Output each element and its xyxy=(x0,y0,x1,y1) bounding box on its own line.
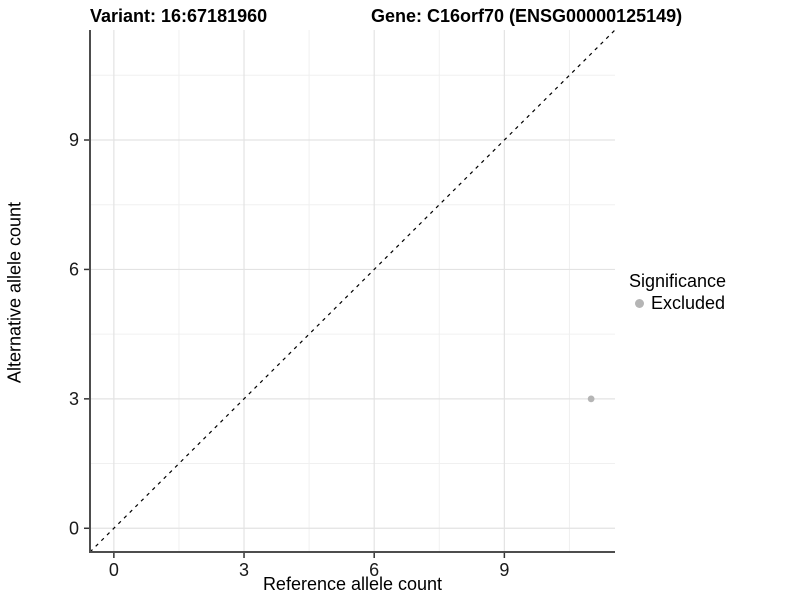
data-point xyxy=(587,395,595,403)
x-tick-label: 0 xyxy=(109,560,119,580)
x-tick-label: 9 xyxy=(499,560,509,580)
y-tick-label: 3 xyxy=(69,389,79,409)
x-tick-label: 6 xyxy=(369,560,379,580)
y-tick-label: 9 xyxy=(69,130,79,150)
y-axis-label: Alternative allele count xyxy=(4,201,25,384)
y-tick-label: 0 xyxy=(69,518,79,538)
x-tick-label: 3 xyxy=(239,560,249,580)
y-tick-label: 6 xyxy=(69,259,79,279)
legend-item-label: Excluded xyxy=(651,293,726,313)
legend-point-icon xyxy=(635,299,644,308)
identity-dashed-line xyxy=(89,29,616,553)
legend-title: Significance xyxy=(629,271,727,291)
legend-item-excluded: Excluded xyxy=(629,293,726,314)
x-axis-label: Reference allele count xyxy=(262,574,443,594)
plot-title-variant: Variant: 16:67181960 xyxy=(90,6,268,26)
plot-title-gene: Gene: C16orf70 (ENSG00000125149) xyxy=(371,6,683,26)
legend: Significance Excluded xyxy=(629,271,726,314)
